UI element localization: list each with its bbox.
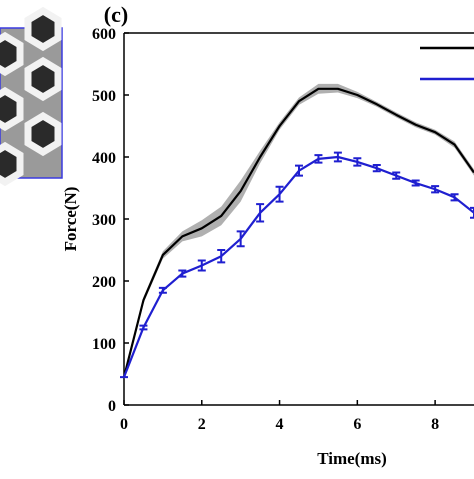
error-bar — [392, 171, 401, 180]
error-bar — [353, 157, 362, 167]
y-tick-label: 0 — [108, 398, 116, 415]
y-axis-label: Force(N) — [61, 187, 80, 252]
series-line — [122, 155, 474, 378]
panel-label: (c) — [104, 2, 128, 27]
error-bar — [470, 206, 474, 219]
error-bar — [411, 179, 420, 187]
error-bar — [217, 249, 226, 264]
error-bar — [236, 230, 245, 248]
y-tick-label: 200 — [92, 274, 116, 291]
error-bar — [431, 185, 440, 194]
x-tick-label: 4 — [276, 416, 284, 433]
y-tick-label: 400 — [92, 150, 116, 167]
y-tick-label: 500 — [92, 88, 116, 105]
x-tick-label: 6 — [353, 416, 361, 433]
series-line — [122, 87, 474, 378]
error-bar — [333, 151, 342, 163]
error-bar — [295, 164, 303, 177]
y-tick-label: 100 — [92, 336, 116, 353]
error-bar — [178, 269, 187, 278]
x-tick-label: 0 — [120, 416, 128, 433]
x-tick-label: 8 — [431, 416, 439, 433]
y-tick-label: 600 — [92, 26, 116, 43]
error-bar — [275, 185, 284, 203]
error-bar — [314, 154, 323, 164]
error-bar — [372, 164, 381, 173]
legend — [420, 46, 474, 81]
error-bar — [450, 193, 459, 202]
error-bar — [139, 324, 148, 331]
x-tick-label: 2 — [198, 416, 206, 433]
x-axis-label: Time(ms) — [317, 449, 387, 468]
y-tick-label: 300 — [92, 212, 116, 229]
error-bar — [158, 286, 167, 294]
specimen-photo — [0, 6, 63, 187]
error-bar — [197, 259, 206, 272]
error-bar — [256, 203, 265, 223]
